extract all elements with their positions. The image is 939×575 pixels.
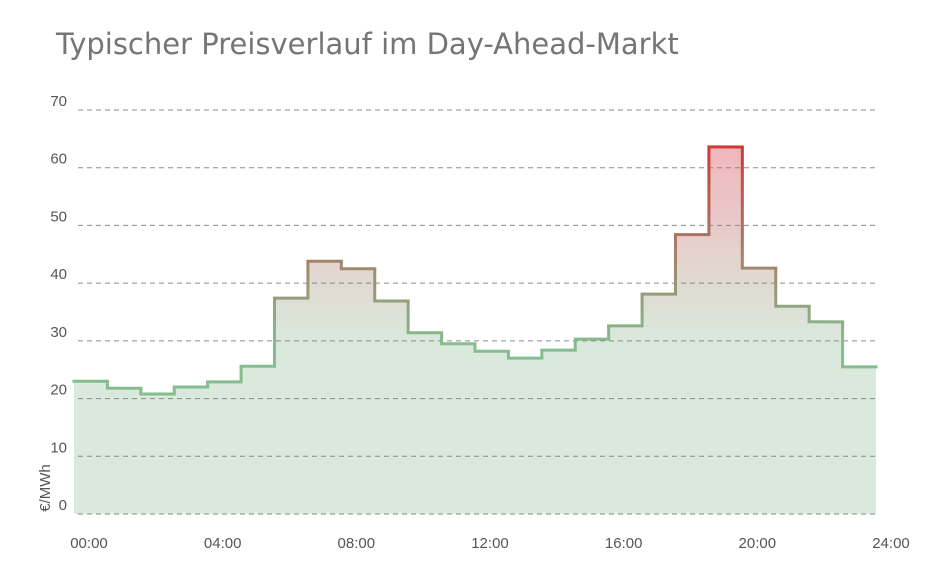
area-fill xyxy=(74,146,876,515)
y-tick-label: 20 xyxy=(50,382,67,399)
x-tick-label: 24:00 xyxy=(872,535,910,552)
y-tick-label: 30 xyxy=(50,324,67,341)
y-tick-label: 70 xyxy=(50,93,67,110)
x-tick-label: 20:00 xyxy=(739,535,777,552)
y-tick-label: 50 xyxy=(50,208,67,225)
y-axis-label: €/MWh xyxy=(37,464,54,512)
y-tick-label: 10 xyxy=(50,439,67,456)
x-tick-label: 16:00 xyxy=(605,535,643,552)
y-tick-label: 0 xyxy=(59,497,67,514)
x-tick-label: 08:00 xyxy=(338,535,376,552)
x-tick-label: 04:00 xyxy=(204,535,242,552)
chart-title: Typischer Preisverlauf im Day-Ahead-Mark… xyxy=(55,27,679,61)
x-tick-label: 00:00 xyxy=(70,535,108,552)
x-tick-label: 12:00 xyxy=(471,535,509,552)
y-tick-label: 40 xyxy=(50,266,67,283)
y-tick-label: 60 xyxy=(50,151,67,168)
